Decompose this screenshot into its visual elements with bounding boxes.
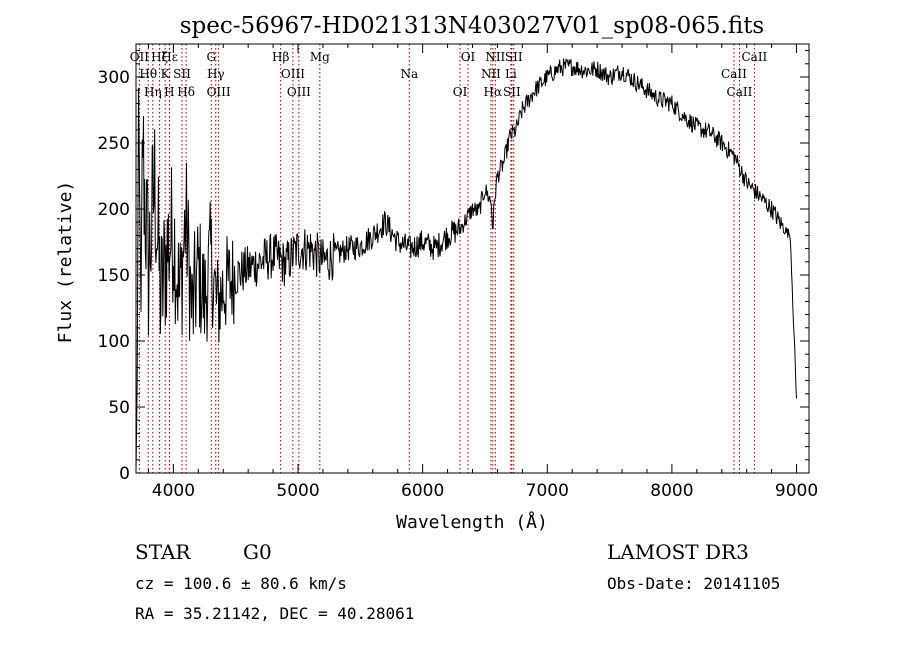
line-marker-label: Hη — [144, 85, 162, 99]
line-marker-label: Mg — [310, 50, 330, 64]
line-marker-label: Hγ — [207, 67, 225, 81]
y-tick-label: 150 — [98, 266, 130, 286]
line-marker-label: OIII — [281, 67, 305, 81]
line-marker-label: OII — [130, 50, 150, 64]
line-marker-label: Hζ — [151, 50, 168, 64]
y-tick-label: 100 — [98, 332, 130, 352]
line-marker-label: OIII — [287, 85, 311, 99]
y-axis-label: Flux (relative) — [55, 181, 76, 344]
y-tick-label: 0 — [119, 464, 130, 484]
x-axis-label: Wavelength (Å) — [396, 511, 548, 533]
object-class: STAR — [135, 540, 191, 564]
line-marker-label: H — [164, 85, 174, 99]
line-marker-label: Hβ — [272, 50, 289, 64]
line-marker-label: Hθ — [139, 67, 157, 81]
chart-title: spec-56967-HD021313N403027V01_sp08-065.f… — [180, 13, 765, 39]
x-tick-label: 9000 — [775, 481, 818, 501]
x-tick-label: 6000 — [401, 481, 444, 501]
sky-coordinates: RA = 35.21142, DEC = 40.28061 — [135, 604, 415, 623]
x-tick-label: 5000 — [276, 481, 319, 501]
line-marker-label: SII — [173, 67, 191, 81]
line-marker-label: CaII — [721, 67, 747, 81]
line-marker-label: Li — [505, 67, 517, 81]
observation-date: Obs-Date: 20141105 — [607, 574, 781, 593]
line-marker-labels: OII Hθ Hη Hζ KH Hε SII Hδ G Hγ OIII Hβ OIII OIII Mg Na O… — [130, 50, 768, 99]
survey-name: LAMOST DR3 — [607, 540, 749, 564]
line-marker-label: K — [161, 67, 171, 81]
x-tick-label: 7000 — [526, 481, 569, 501]
flux-series-line — [135, 57, 797, 472]
line-marker-label: G — [206, 50, 216, 64]
y-tick-label: 200 — [98, 200, 130, 220]
line-marker-label: CaII — [741, 50, 767, 64]
line-markers — [138, 44, 755, 473]
line-marker-label: Hε — [161, 50, 178, 64]
line-marker-label: NII — [481, 67, 501, 81]
x-tick-label: 8000 — [650, 481, 693, 501]
line-marker-label: SII — [503, 85, 521, 99]
y-tick-label: 50 — [108, 398, 130, 418]
object-subclass: G0 — [243, 540, 272, 564]
line-marker-label: Hα — [484, 85, 503, 99]
line-marker-label: OIII — [207, 85, 231, 99]
line-marker-label: OI — [453, 85, 468, 99]
axes: 4000 5000 6000 7000 8000 9000 0 50 100 150 200 250 3… — [98, 44, 818, 501]
line-marker-label: NII — [485, 50, 505, 64]
line-marker-label: OI — [461, 50, 476, 64]
x-tick-label: 4000 — [152, 481, 195, 501]
redshift-info: cz = 100.6 ± 80.6 km/s — [135, 574, 347, 593]
y-tick-label: 300 — [98, 68, 130, 88]
line-marker-label: Hδ — [177, 85, 195, 99]
y-tick-label: 250 — [98, 134, 130, 154]
line-marker-label: SII — [505, 50, 523, 64]
plot-frame — [135, 43, 810, 474]
line-marker-label: Na — [400, 67, 418, 81]
line-marker-label: CaII — [727, 85, 753, 99]
